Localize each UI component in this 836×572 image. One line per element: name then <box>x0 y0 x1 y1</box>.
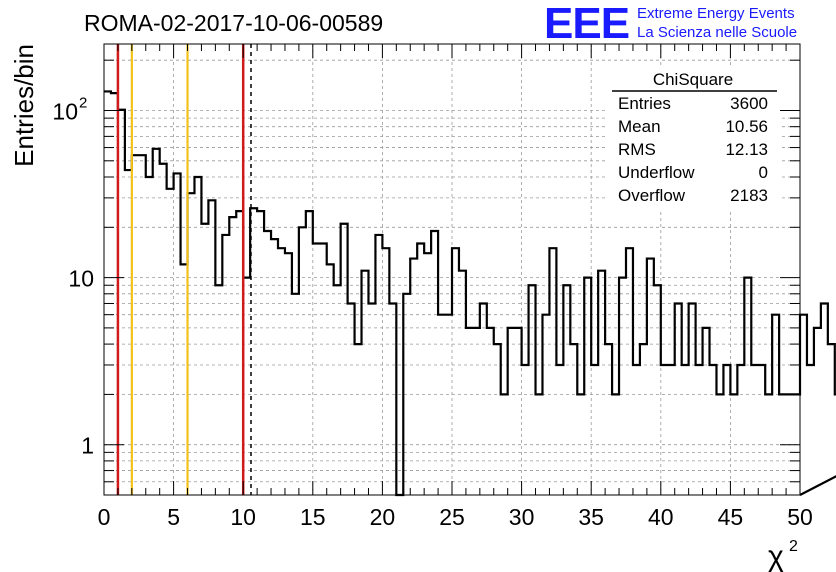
stats-value: 12.13 <box>725 140 768 159</box>
eee-logo: EEE Extreme Energy Events La Scienza nel… <box>544 0 797 48</box>
x-tick-label: 15 <box>300 504 326 530</box>
stats-value: 10.56 <box>725 117 768 136</box>
x-tick-label: 25 <box>439 504 465 530</box>
logo-line-1: Extreme Energy Events <box>637 5 795 22</box>
x-tick-label: 0 <box>98 504 111 530</box>
stats-label: Entries <box>618 94 671 113</box>
y-tick-label: 1 <box>81 433 94 459</box>
stats-label: Underflow <box>618 163 695 182</box>
stats-label: Mean <box>618 117 661 136</box>
stats-label: RMS <box>618 140 656 159</box>
logo-mark: EEE <box>544 0 629 48</box>
x-tick-label: 45 <box>718 504 744 530</box>
stats-label: Overflow <box>618 186 686 205</box>
run-title: ROMA-02-2017-10-06-00589 <box>84 10 383 36</box>
y-tick-label: 10 <box>52 98 78 124</box>
x-axis-label-symbol: χ <box>768 540 784 572</box>
marker-lines <box>116 44 252 495</box>
y-tick-label-exponent: 2 <box>79 94 87 111</box>
histogram-series <box>104 90 836 497</box>
y-axis-label: Entries/bin <box>9 44 39 167</box>
histogram-line <box>104 90 836 497</box>
stats-title: ChiSquare <box>653 70 733 89</box>
logo-line-2: La Scienza nelle Scuole <box>637 24 797 41</box>
x-tick-label: 35 <box>578 504 604 530</box>
x-axis-label-exponent: 2 <box>789 538 798 555</box>
x-tick-label: 40 <box>648 504 674 530</box>
x-tick-label: 30 <box>509 504 535 530</box>
x-tick-label: 5 <box>167 504 180 530</box>
x-tick-label: 10 <box>230 504 256 530</box>
stats-box: ChiSquare Entries 3600 Mean 10.56 RMS 12.13 Un… <box>607 66 779 210</box>
stats-value: 0 <box>759 163 768 182</box>
plot-grid <box>104 44 800 495</box>
stats-value: 2183 <box>730 186 768 205</box>
stats-value: 3600 <box>730 94 768 113</box>
x-axis-label: χ 2 <box>768 538 798 572</box>
x-tick-label: 50 <box>787 504 813 530</box>
x-tick-label: 20 <box>370 504 396 530</box>
y-tick-label: 10 <box>68 266 94 292</box>
